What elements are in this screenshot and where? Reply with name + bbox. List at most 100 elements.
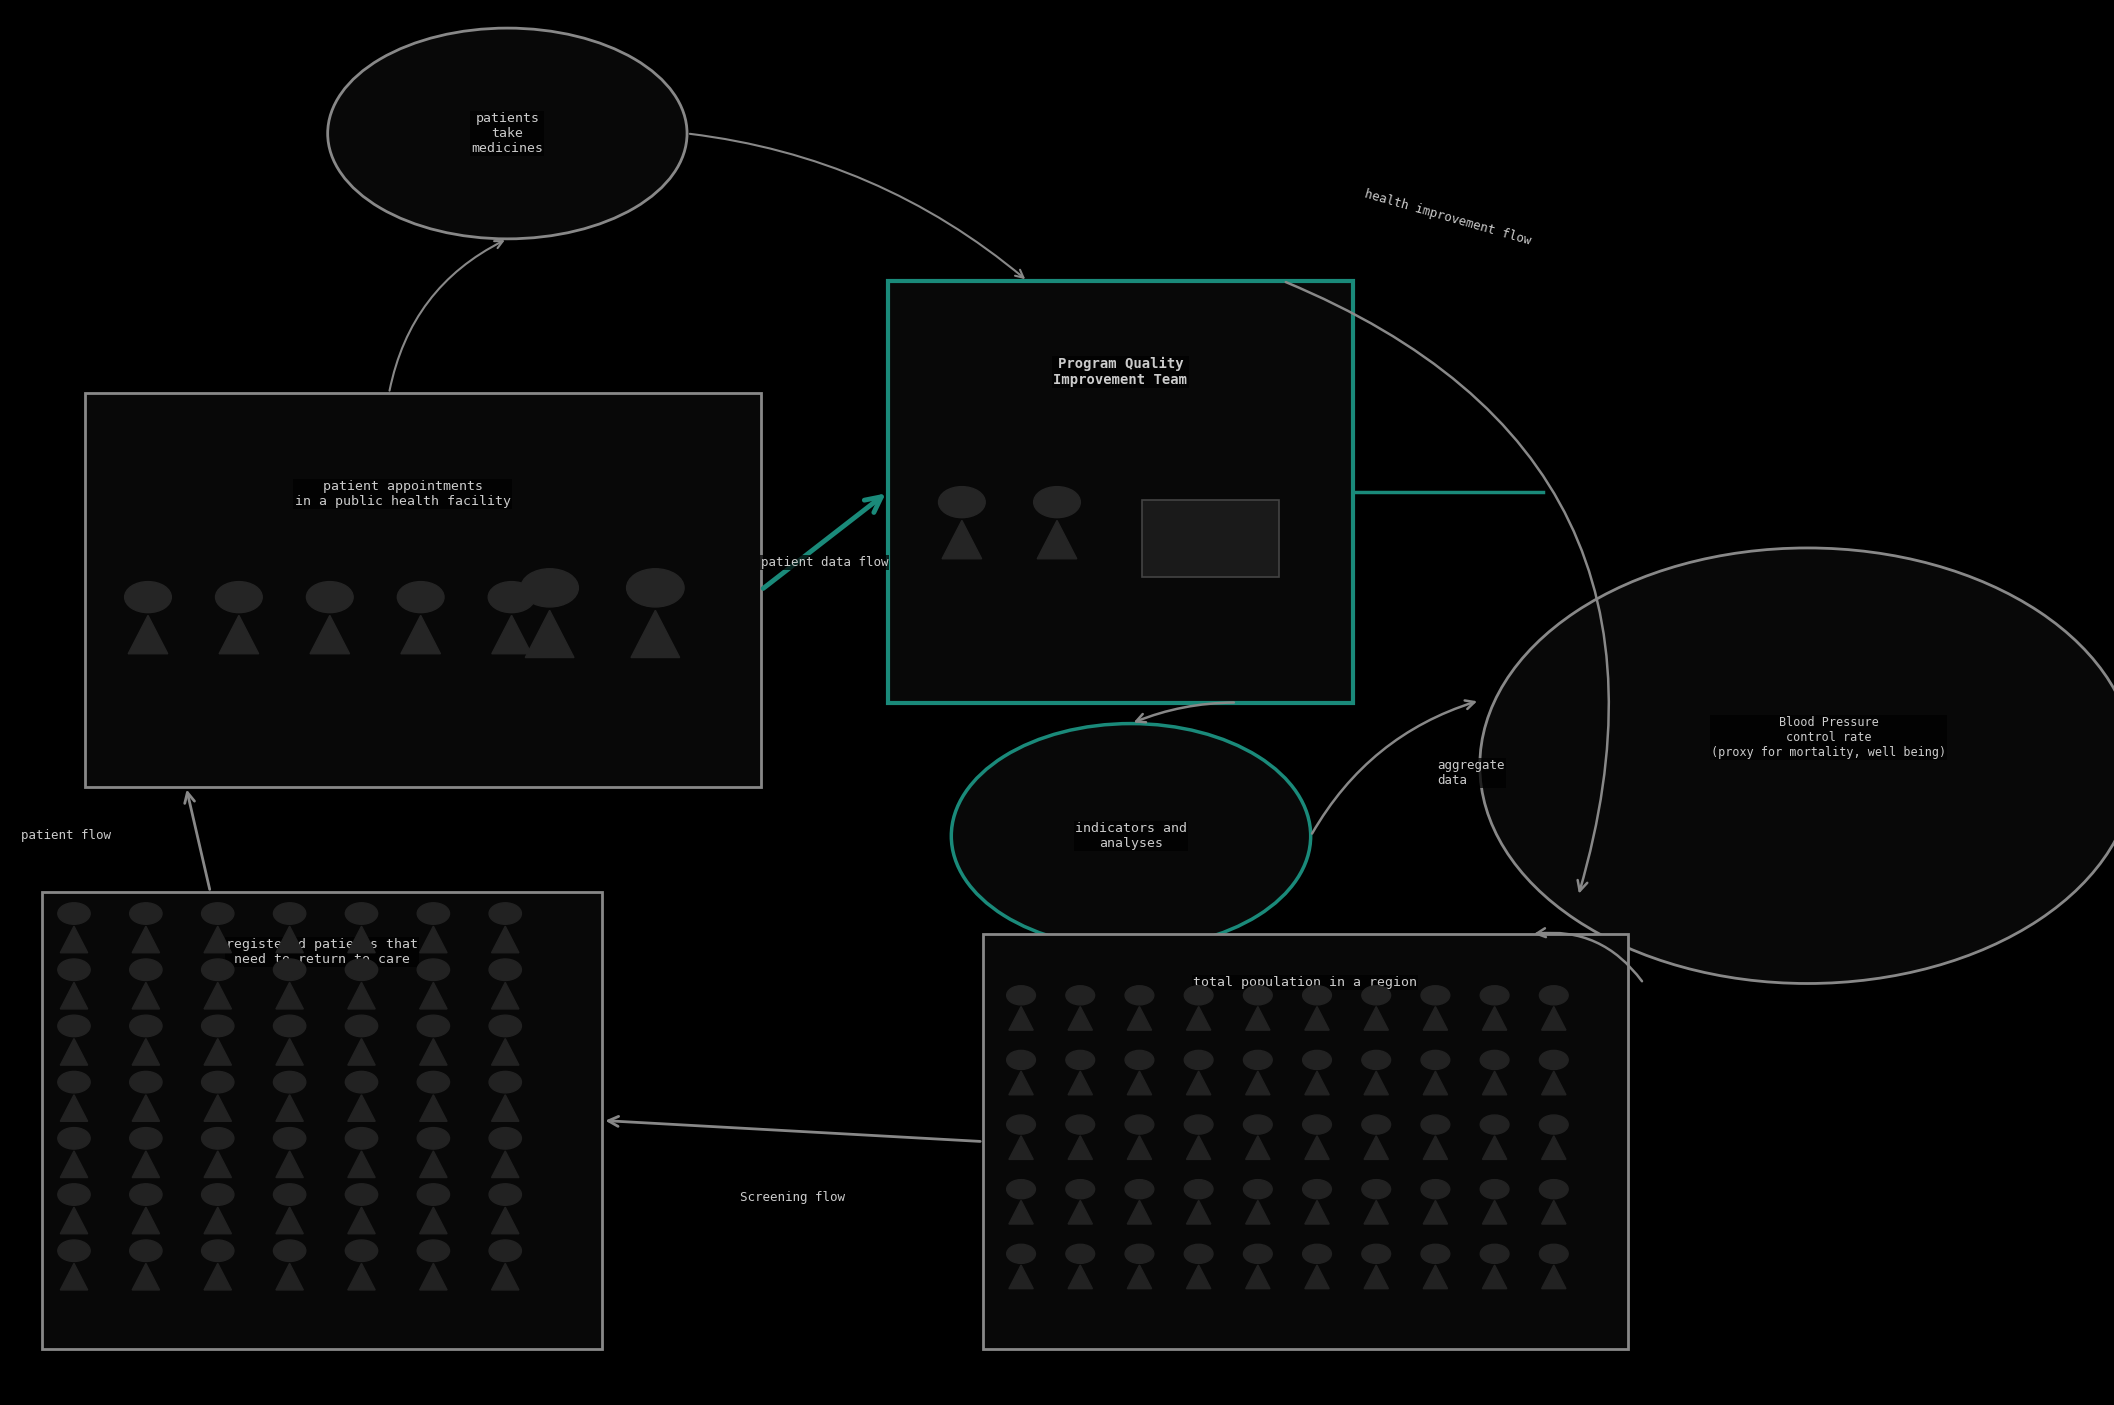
Circle shape xyxy=(345,903,378,924)
Circle shape xyxy=(397,582,444,613)
Circle shape xyxy=(57,1241,91,1262)
Circle shape xyxy=(1302,1051,1332,1069)
Circle shape xyxy=(273,1184,307,1205)
Circle shape xyxy=(1006,1180,1036,1198)
Polygon shape xyxy=(133,1038,159,1065)
Circle shape xyxy=(1361,1245,1391,1263)
Polygon shape xyxy=(1541,1071,1566,1094)
Polygon shape xyxy=(1364,1135,1389,1159)
Circle shape xyxy=(520,569,579,607)
Polygon shape xyxy=(493,926,518,953)
Circle shape xyxy=(57,1016,91,1037)
Circle shape xyxy=(57,1184,91,1205)
Polygon shape xyxy=(421,982,446,1009)
Circle shape xyxy=(1539,1180,1569,1198)
Text: health improvement flow: health improvement flow xyxy=(1364,188,1533,247)
Circle shape xyxy=(626,569,685,607)
Circle shape xyxy=(201,1072,235,1093)
Circle shape xyxy=(129,1072,163,1093)
Circle shape xyxy=(273,1016,307,1037)
Polygon shape xyxy=(220,615,258,653)
Polygon shape xyxy=(1304,1264,1330,1288)
Circle shape xyxy=(129,903,163,924)
Polygon shape xyxy=(1245,1264,1271,1288)
Polygon shape xyxy=(1008,1071,1034,1094)
Circle shape xyxy=(345,1072,378,1093)
Polygon shape xyxy=(421,1263,446,1290)
Polygon shape xyxy=(421,1094,446,1121)
FancyBboxPatch shape xyxy=(983,934,1628,1349)
Circle shape xyxy=(1480,1180,1509,1198)
Polygon shape xyxy=(1008,1006,1034,1030)
Polygon shape xyxy=(205,1263,230,1290)
Circle shape xyxy=(1184,1116,1213,1134)
Polygon shape xyxy=(205,1094,230,1121)
Circle shape xyxy=(416,960,450,981)
Polygon shape xyxy=(421,926,446,953)
Circle shape xyxy=(1006,986,1036,1005)
Circle shape xyxy=(345,1184,378,1205)
Circle shape xyxy=(273,1072,307,1093)
Polygon shape xyxy=(277,926,302,953)
Polygon shape xyxy=(1304,1071,1330,1094)
Circle shape xyxy=(201,1128,235,1149)
Polygon shape xyxy=(1068,1264,1093,1288)
Polygon shape xyxy=(1245,1071,1271,1094)
Polygon shape xyxy=(205,982,230,1009)
Polygon shape xyxy=(1541,1200,1566,1224)
Polygon shape xyxy=(493,982,518,1009)
Text: Blood Pressure
control rate
(proxy for mortality, well being): Blood Pressure control rate (proxy for m… xyxy=(1710,717,1947,759)
Polygon shape xyxy=(1364,1264,1389,1288)
Polygon shape xyxy=(1423,1264,1448,1288)
Polygon shape xyxy=(277,1038,302,1065)
Polygon shape xyxy=(61,926,87,953)
Circle shape xyxy=(1539,1051,1569,1069)
Circle shape xyxy=(416,903,450,924)
Circle shape xyxy=(307,582,353,613)
Circle shape xyxy=(416,1016,450,1037)
Circle shape xyxy=(345,1016,378,1037)
Polygon shape xyxy=(133,926,159,953)
Polygon shape xyxy=(133,1263,159,1290)
Circle shape xyxy=(1034,486,1080,517)
Circle shape xyxy=(273,960,307,981)
Polygon shape xyxy=(1186,1006,1211,1030)
Circle shape xyxy=(201,903,235,924)
Polygon shape xyxy=(349,982,374,1009)
Polygon shape xyxy=(1482,1200,1507,1224)
Polygon shape xyxy=(1186,1200,1211,1224)
Circle shape xyxy=(1480,1051,1509,1069)
Text: aggregate
data: aggregate data xyxy=(1438,759,1505,787)
Polygon shape xyxy=(1423,1135,1448,1159)
Circle shape xyxy=(1125,1116,1154,1134)
Circle shape xyxy=(1065,1116,1095,1134)
Polygon shape xyxy=(349,1038,374,1065)
Circle shape xyxy=(488,960,522,981)
Polygon shape xyxy=(1364,1200,1389,1224)
Polygon shape xyxy=(1008,1135,1034,1159)
Polygon shape xyxy=(1423,1071,1448,1094)
Polygon shape xyxy=(421,1151,446,1177)
Circle shape xyxy=(1539,986,1569,1005)
Circle shape xyxy=(273,903,307,924)
Circle shape xyxy=(416,1241,450,1262)
Circle shape xyxy=(488,1016,522,1037)
Polygon shape xyxy=(493,1038,518,1065)
Polygon shape xyxy=(493,615,531,653)
Circle shape xyxy=(1243,1051,1273,1069)
Polygon shape xyxy=(349,1094,374,1121)
Text: patient data flow: patient data flow xyxy=(761,555,888,569)
Polygon shape xyxy=(205,1151,230,1177)
Text: Screening flow: Screening flow xyxy=(740,1191,846,1204)
Circle shape xyxy=(125,582,171,613)
Circle shape xyxy=(488,1072,522,1093)
Polygon shape xyxy=(1127,1006,1152,1030)
Circle shape xyxy=(939,486,985,517)
Circle shape xyxy=(273,1241,307,1262)
Circle shape xyxy=(1243,1116,1273,1134)
Polygon shape xyxy=(1068,1071,1093,1094)
Polygon shape xyxy=(1186,1264,1211,1288)
Circle shape xyxy=(1184,1051,1213,1069)
Polygon shape xyxy=(493,1207,518,1234)
Polygon shape xyxy=(1304,1006,1330,1030)
